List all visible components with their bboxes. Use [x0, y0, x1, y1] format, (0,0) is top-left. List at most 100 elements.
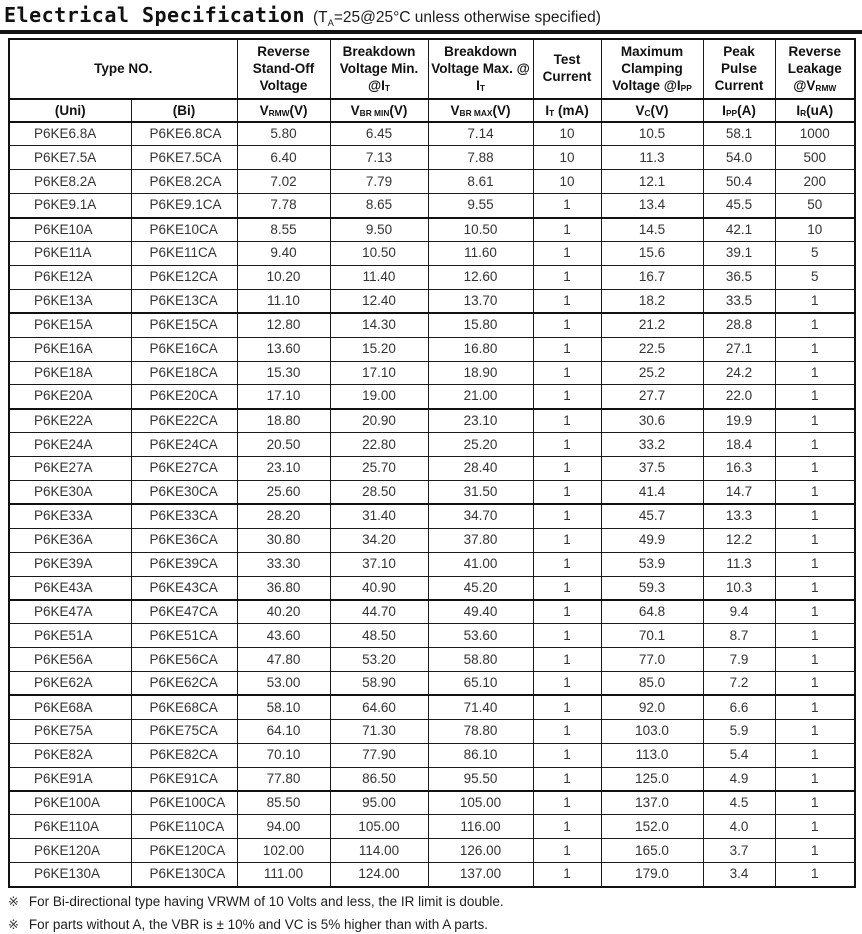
cell-ir: 1 [774, 598, 856, 625]
cell-vbr-min: 34.20 [329, 527, 429, 553]
header-subscript: T [384, 82, 391, 93]
cell-vc: 70.1 [600, 623, 704, 649]
cell-vbr-min: 8.65 [329, 193, 429, 219]
cell-it: 10 [532, 145, 602, 171]
cell-it: 1 [532, 407, 602, 434]
cell-ir: 1 [774, 456, 856, 481]
page-title-text: Electrical Specification [4, 3, 305, 27]
cell-type-uni: P6KE100A [8, 790, 132, 816]
subheader-vbr-max: VBR MAX(V) [427, 98, 534, 124]
table-row: P6KE68A P6KE68CA 58.10 64.60 71.40 1 92.0 6.6 1 [8, 694, 856, 720]
cell-vrmw: 40.20 [236, 598, 331, 625]
cell-type-uni: P6KE27A [8, 456, 132, 481]
cell-vc: 137.0 [600, 790, 704, 816]
cell-ipp: 5.9 [702, 718, 776, 744]
cell-ir: 1 [774, 718, 856, 744]
cell-ir: 5 [774, 241, 856, 266]
cell-vc: 113.0 [600, 742, 704, 768]
cell-it: 1 [532, 479, 602, 505]
cell-type-uni: P6KE9.1A [8, 193, 132, 219]
subheader-vrmw: VRMW(V) [236, 98, 331, 124]
cell-it: 1 [532, 503, 602, 529]
cell-type-bi: P6KE10CA [130, 216, 238, 243]
cell-type-uni: P6KE130A [8, 862, 132, 888]
cell-vbr-min: 17.10 [329, 360, 429, 386]
table-row: P6KE91A P6KE91CA 77.80 86.50 95.50 1 125.0 4.9 1 [8, 766, 856, 792]
cell-type-uni: P6KE68A [8, 694, 132, 720]
cell-type-bi: P6KE11CA [130, 241, 238, 266]
cell-vc: 53.9 [600, 551, 704, 577]
header-text: I [796, 102, 801, 118]
header-breakdown-voltage-min: Breakdown Voltage Min. @IT [329, 38, 429, 100]
cell-vbr-max: 8.61 [427, 169, 534, 195]
header-subscript: R [800, 107, 807, 118]
cell-ipp: 18.4 [702, 432, 776, 458]
cell-type-bi: P6KE39CA [130, 551, 238, 577]
cell-vc: 165.0 [600, 838, 704, 864]
cell-type-bi: P6KE110CA [130, 814, 238, 840]
cell-it: 1 [532, 527, 602, 553]
header-row-2: (Uni) (Bi) VRMW(V) VBR MIN(V) VBR MAX(V) IT (… [8, 98, 856, 124]
subheader-ir: IR(uA) [774, 98, 856, 124]
cell-vc: 22.5 [600, 336, 704, 362]
condition-post: =25@25°C unless otherwise specified) [333, 9, 601, 26]
cell-it: 1 [532, 336, 602, 362]
cell-ipp: 36.5 [702, 264, 776, 290]
cell-type-uni: P6KE15A [8, 312, 132, 338]
cell-type-bi: P6KE68CA [130, 694, 238, 720]
cell-vbr-min: 15.20 [329, 336, 429, 362]
cell-it: 1 [532, 312, 602, 338]
cell-type-uni: P6KE8.2A [8, 169, 132, 195]
cell-type-bi: P6KE91CA [130, 766, 238, 792]
cell-it: 1 [532, 360, 602, 386]
header-text: (V) [289, 102, 308, 118]
cell-ipp: 45.5 [702, 193, 776, 219]
cell-vbr-min: 10.50 [329, 241, 429, 266]
table-row: P6KE130A P6KE130CA 111.00 124.00 137.00 1 179.… [8, 862, 856, 888]
cell-it: 1 [532, 647, 602, 673]
cell-vrmw: 30.80 [236, 527, 331, 553]
table-row: P6KE56A P6KE56CA 47.80 53.20 58.80 1 77.0 7.9 1 [8, 647, 856, 673]
subheader-ipp: IPP(A) [702, 98, 776, 124]
table-row: P6KE16A P6KE16CA 13.60 15.20 16.80 1 22.5 27.1 1 [8, 336, 856, 362]
cell-it: 1 [532, 814, 602, 840]
table-row: P6KE62A P6KE62CA 53.00 58.90 65.10 1 85.0 7.2 1 [8, 671, 856, 696]
cell-it: 1 [532, 241, 602, 266]
cell-vc: 30.6 [600, 407, 704, 434]
cell-vc: 49.9 [600, 527, 704, 553]
cell-type-bi: P6KE15CA [130, 312, 238, 338]
cell-vrmw: 77.80 [236, 766, 331, 792]
test-condition-text: (TA=25@25°C unless otherwise specified) [313, 9, 601, 28]
cell-vbr-max: 71.40 [427, 694, 534, 720]
cell-type-uni: P6KE36A [8, 527, 132, 553]
cell-vrmw: 70.10 [236, 742, 331, 768]
cell-type-bi: P6KE30CA [130, 479, 238, 505]
cell-it: 1 [532, 575, 602, 601]
table-row: P6KE43A P6KE43CA 36.80 40.90 45.20 1 59.3 10.3 1 [8, 575, 856, 601]
table-row: P6KE7.5A P6KE7.5CA 6.40 7.13 7.88 10 11.3 54.0 5… [8, 145, 856, 171]
header-subscript: PP [725, 107, 738, 118]
cell-vc: 179.0 [600, 862, 704, 888]
footnote-text: For Bi-directional type having VRWM of 1… [28, 893, 504, 909]
cell-it: 1 [532, 264, 602, 290]
cell-ipp: 42.1 [702, 216, 776, 243]
header-text: (Uni) [54, 102, 86, 118]
table-row: P6KE8.2A P6KE8.2CA 7.02 7.79 8.61 10 12.1 50.4 2… [8, 169, 856, 195]
cell-ipp: 39.1 [702, 241, 776, 266]
cell-type-bi: P6KE82CA [130, 742, 238, 768]
cell-vrmw: 13.60 [236, 336, 331, 362]
cell-vc: 103.0 [600, 718, 704, 744]
page-title: Electrical Specification (TA=25@25°C unl… [0, 0, 862, 28]
cell-vbr-min: 7.13 [329, 145, 429, 171]
table-row: P6KE6.8A P6KE6.8CA 5.80 6.45 7.14 10 10.5 58.1 1… [8, 121, 856, 147]
cell-vc: 16.7 [600, 264, 704, 290]
cell-it: 1 [532, 384, 602, 410]
cell-ir: 1 [774, 623, 856, 649]
cell-type-bi: P6KE18CA [130, 360, 238, 386]
reference-mark-icon: ※ [8, 893, 19, 909]
table-row: P6KE39A P6KE39CA 33.30 37.10 41.00 1 53.9 11.3 1 [8, 551, 856, 577]
cell-type-bi: P6KE8.2CA [130, 169, 238, 195]
table-row: P6KE11A P6KE11CA 9.40 10.50 11.60 1 15.6 39.1 5 [8, 241, 856, 266]
cell-ipp: 13.3 [702, 503, 776, 529]
title-underline-rule [0, 30, 862, 35]
